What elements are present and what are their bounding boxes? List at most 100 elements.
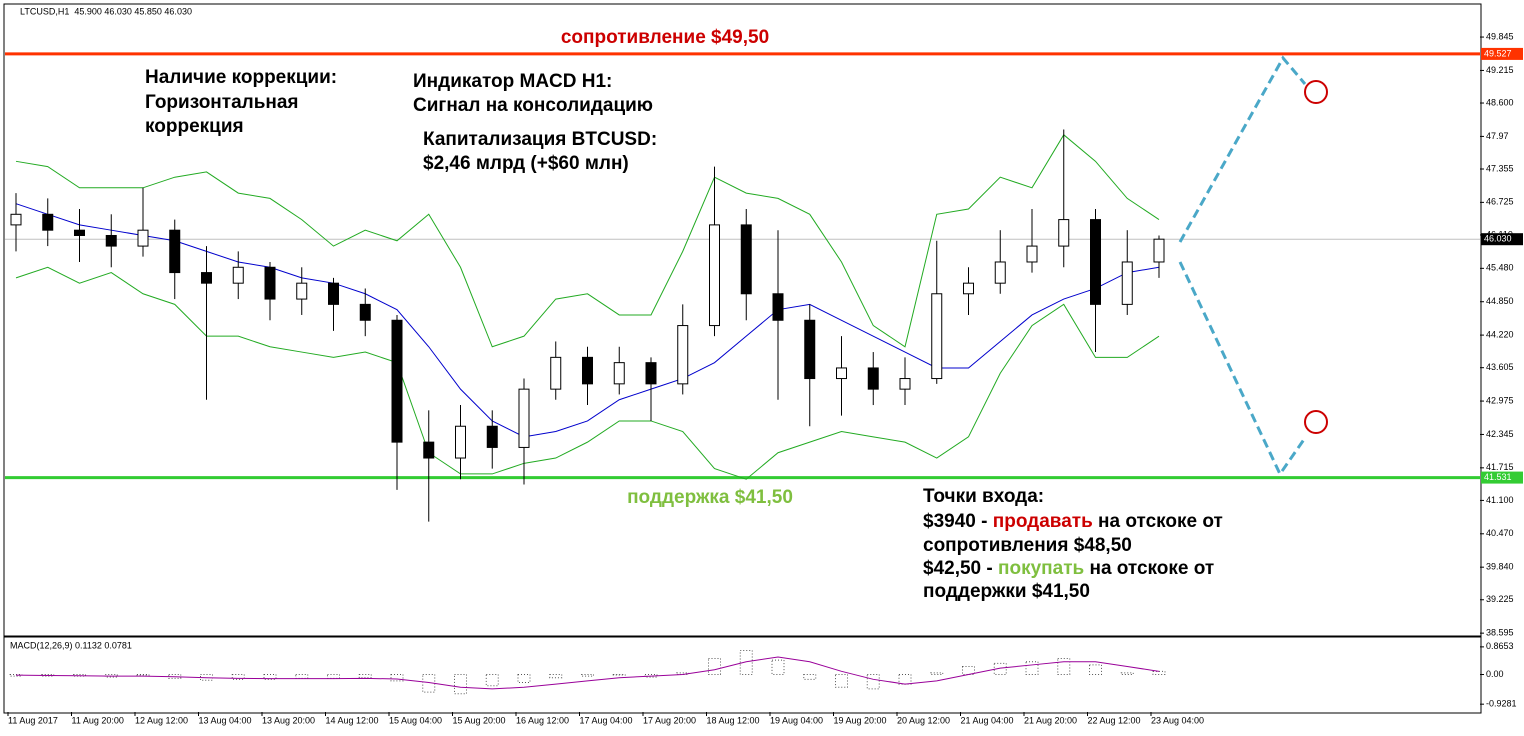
x-tick-label: 19 Aug 04:00 [770, 715, 823, 725]
y-tick-label: 49.845 [1486, 31, 1514, 41]
candle-body [709, 224, 720, 327]
macd-bar [358, 674, 372, 679]
entry-text: $42,50 - [923, 558, 998, 579]
candle-body [550, 356, 562, 390]
candle-body [359, 303, 371, 321]
y-tick-label: 40.470 [1486, 528, 1514, 538]
candle-body [772, 293, 784, 321]
entry-line: $3940 - продавать на отскоке от [923, 511, 1223, 532]
candle-body [931, 293, 943, 380]
x-tick-label: 17 Aug 20:00 [643, 715, 696, 725]
candle-body [486, 425, 498, 448]
macd-bar [1089, 664, 1102, 676]
entry-buy: покупать [998, 558, 1084, 579]
candle-body [42, 213, 54, 231]
entry-text: Точки входа: [923, 486, 1044, 507]
candle-body [582, 356, 593, 385]
note: коррекция [145, 116, 244, 137]
candle-body [899, 378, 911, 390]
y-tick-label: 48.600 [1486, 97, 1514, 107]
candle-body [1121, 261, 1133, 305]
y-tick-label: 39.225 [1486, 594, 1514, 604]
x-tick-label: 16 Aug 12:00 [516, 715, 569, 725]
macd-label: MACD(12,26,9) 0.1132 0.0781 [10, 640, 132, 650]
candle-body [232, 266, 244, 284]
macd-bar [485, 674, 499, 687]
entry-line: Точки входа: [923, 486, 1044, 507]
candle-body [169, 229, 181, 274]
macd-bar [644, 674, 658, 678]
level-label: 46.030 [1484, 234, 1512, 244]
macd-bar [200, 674, 213, 681]
y-tick-label: 42.345 [1486, 429, 1514, 439]
note: Наличие коррекции: [145, 67, 337, 88]
y-tick-label: 41.715 [1486, 462, 1514, 472]
candle-body [1058, 219, 1070, 247]
x-tick-label: 20 Aug 12:00 [897, 715, 950, 725]
candle-body [963, 282, 974, 295]
entry-line: сопротивления $48,50 [923, 535, 1132, 556]
x-tick-label: 13 Aug 04:00 [199, 715, 252, 725]
x-tick-label: 18 Aug 12:00 [707, 715, 760, 725]
y-tick-label: 45.480 [1486, 263, 1514, 273]
level-box [1481, 47, 1523, 60]
macd-bar [612, 674, 626, 676]
candle-body [677, 325, 689, 385]
note: $2,46 млрд (+$60 млн) [423, 153, 629, 174]
target-circle [1304, 80, 1328, 104]
candle-body [74, 229, 85, 236]
candle-body [201, 272, 212, 284]
y-tick-label: 47.355 [1486, 163, 1514, 173]
entry-text: сопротивления $48,50 [923, 535, 1132, 556]
macd-bar [1120, 672, 1134, 676]
y-tick-label: 0.8653 [1486, 641, 1514, 651]
y-tick-label: 42.975 [1486, 395, 1514, 405]
y-tick-label: 47.97 [1486, 131, 1509, 141]
forecast-down [1178, 261, 1307, 477]
x-tick-label: 11 Aug 20:00 [72, 715, 124, 725]
level-box [1481, 471, 1523, 484]
candle-body [645, 362, 657, 385]
x-tick-label: 23 Aug 04:00 [1151, 715, 1204, 725]
candle-body [518, 388, 530, 448]
macd-bar [422, 674, 436, 693]
x-tick-label: 14 Aug 12:00 [326, 715, 379, 725]
x-tick-label: 19 Aug 20:00 [834, 715, 887, 725]
macd-bar [708, 658, 721, 676]
candle-body [867, 367, 879, 390]
entry-text: поддержки $41,50 [923, 581, 1090, 602]
x-tick-label: 22 Aug 12:00 [1088, 715, 1141, 725]
candle-body [613, 362, 625, 385]
candle-body [264, 266, 276, 300]
main-frame [3, 3, 1482, 637]
note: Сигнал на консолидацию [413, 95, 653, 116]
x-tick-label: 12 Aug 12:00 [135, 715, 188, 725]
candle-body [423, 441, 435, 459]
entry-sell: продавать [993, 511, 1093, 532]
macd-bar [930, 672, 944, 676]
candle-body [328, 282, 339, 305]
macd-bar [168, 674, 182, 679]
signal-line [15, 656, 1160, 690]
candle-body [10, 213, 22, 226]
y-tick-label: -0.9281 [1486, 699, 1517, 709]
candle-body [391, 319, 403, 443]
macd-bar [390, 674, 404, 682]
macd-bar [549, 674, 563, 679]
y-tick-label: 43.605 [1486, 362, 1514, 372]
level-label: 41.531 [1484, 472, 1512, 482]
candle-body [836, 367, 847, 380]
y-tick-label: 0.00 [1486, 669, 1504, 679]
overlay-line [15, 134, 1160, 348]
macd-bar [835, 674, 848, 688]
note: Индикатор MACD H1: [413, 71, 612, 92]
y-tick-label: 39.840 [1486, 562, 1514, 572]
macd-bar [962, 666, 975, 676]
header: LTCUSD,H1 45.900 46.030 45.850 46.030 [20, 6, 192, 16]
entry-line: $42,50 - покупать на отскоке от [923, 558, 1214, 579]
forecast [1178, 55, 1307, 477]
macd-bar [231, 674, 245, 680]
macd-bar [136, 674, 150, 676]
candle-body [994, 261, 1006, 284]
forecast-up [1178, 55, 1307, 243]
